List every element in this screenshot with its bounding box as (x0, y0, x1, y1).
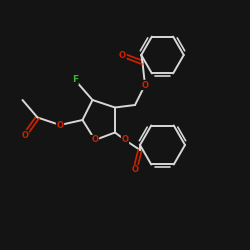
Text: O: O (92, 136, 98, 144)
Text: O: O (132, 166, 138, 174)
Text: O: O (122, 136, 128, 144)
Text: O: O (56, 120, 64, 130)
Text: F: F (72, 76, 78, 84)
Text: O: O (119, 50, 126, 59)
Text: O: O (142, 80, 148, 90)
Text: O: O (22, 130, 29, 140)
